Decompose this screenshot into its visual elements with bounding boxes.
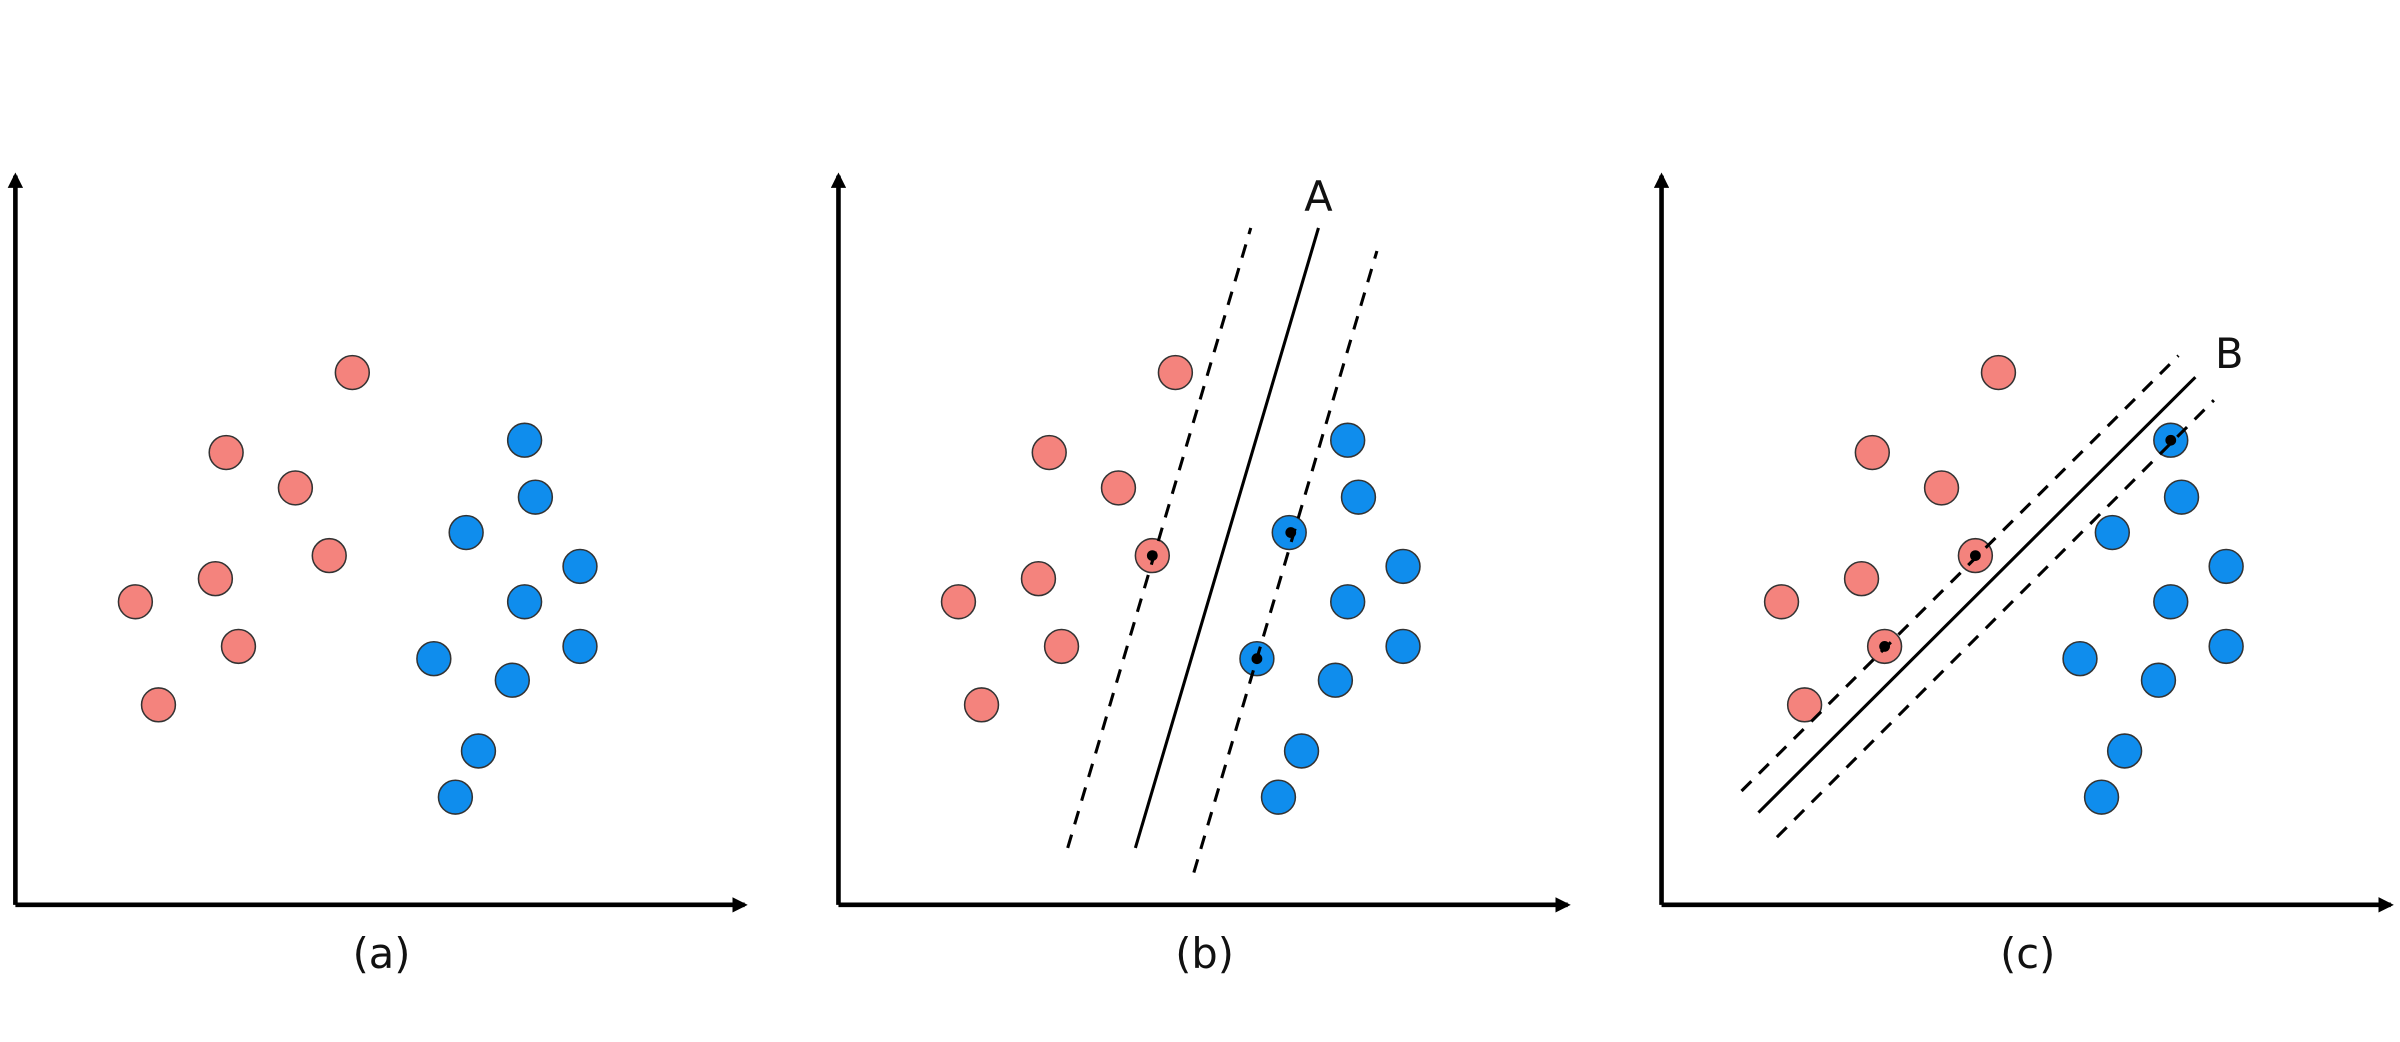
line-label: A (1304, 172, 1333, 221)
blue-point (562, 548, 598, 585)
blue-point (448, 514, 484, 551)
blue-point (2106, 733, 2143, 769)
decision-boundary (1757, 376, 2197, 814)
blue-point (2083, 779, 2120, 815)
panel-label: (b) (1175, 929, 1234, 978)
blue-point (517, 479, 554, 515)
blue-point (2153, 584, 2189, 620)
red-point (1854, 434, 1890, 471)
red-point (197, 560, 234, 597)
blue-point (2163, 479, 2200, 515)
support-vector-dot (1970, 550, 1981, 561)
red-point (208, 434, 244, 471)
red-point (277, 470, 314, 506)
blue-point (506, 422, 543, 458)
blue-point (1340, 479, 1377, 515)
red-point (940, 584, 977, 620)
blue-point (494, 662, 531, 698)
red-point (220, 628, 257, 665)
red-point (1031, 434, 1067, 471)
margin-line (1192, 250, 1379, 873)
line-label: B (2215, 329, 2243, 378)
blue-point (1283, 733, 1320, 769)
red-point (1843, 560, 1880, 597)
red-point (1923, 470, 1960, 506)
blue-point (437, 779, 474, 815)
red-point (1786, 687, 1823, 723)
blue-point (1330, 422, 1366, 458)
blue-point (2140, 662, 2177, 698)
blue-point (2208, 548, 2244, 585)
support-vector-dot (1146, 550, 1158, 561)
panel: (b) A (830, 172, 1571, 978)
blue-point (2094, 514, 2130, 551)
margin-line (1775, 399, 2215, 839)
blue-point (2062, 640, 2098, 677)
blue-point (2208, 628, 2244, 665)
blue-point (1260, 779, 1297, 815)
blue-point (460, 733, 497, 769)
support-vector-dot (1251, 653, 1263, 665)
blue-point (416, 640, 452, 677)
red-point (1020, 560, 1057, 597)
red-point (1043, 628, 1080, 665)
support-vector-dot (1285, 527, 1297, 538)
red-point (1980, 354, 2017, 391)
margin-line (1066, 227, 1253, 849)
red-point (140, 687, 177, 723)
margin-line (1740, 354, 2180, 793)
blue-point (506, 584, 543, 620)
decision-boundary (1133, 227, 1320, 849)
red-point (1100, 470, 1137, 506)
red-point (1157, 354, 1194, 391)
red-point (311, 537, 347, 574)
blue-point (1330, 584, 1366, 620)
panel: (c) B (1653, 172, 2394, 978)
red-point (963, 687, 1000, 723)
blue-point (1385, 548, 1421, 585)
blue-point (1385, 628, 1421, 665)
blue-point (562, 628, 598, 665)
red-point (117, 584, 154, 620)
panel-label: (a) (353, 929, 411, 978)
support-vector-dot (1879, 641, 1890, 652)
red-point (334, 354, 370, 391)
red-point (1763, 584, 1800, 620)
support-vector-dot (2165, 434, 2177, 446)
blue-point (1317, 662, 1354, 698)
panel: (a) (7, 172, 748, 978)
panel-label: (c) (2000, 929, 2055, 978)
